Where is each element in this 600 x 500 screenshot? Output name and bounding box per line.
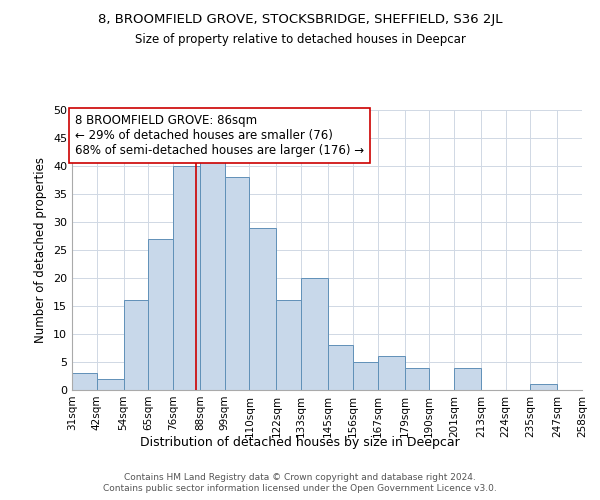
Bar bbox=[225, 177, 250, 390]
Bar bbox=[301, 278, 328, 390]
Bar bbox=[328, 345, 353, 390]
Text: Size of property relative to detached houses in Deepcar: Size of property relative to detached ho… bbox=[134, 32, 466, 46]
Bar bbox=[72, 373, 97, 390]
Bar bbox=[353, 362, 377, 390]
Bar bbox=[404, 368, 429, 390]
Text: Contains HM Land Registry data © Crown copyright and database right 2024.: Contains HM Land Registry data © Crown c… bbox=[124, 472, 476, 482]
Bar bbox=[173, 166, 200, 390]
Bar bbox=[148, 239, 173, 390]
Text: Distribution of detached houses by size in Deepcar: Distribution of detached houses by size … bbox=[140, 436, 460, 449]
Bar bbox=[97, 379, 124, 390]
Bar bbox=[530, 384, 557, 390]
Text: Contains public sector information licensed under the Open Government Licence v3: Contains public sector information licen… bbox=[103, 484, 497, 493]
Bar bbox=[124, 300, 148, 390]
Text: 8 BROOMFIELD GROVE: 86sqm
← 29% of detached houses are smaller (76)
68% of semi-: 8 BROOMFIELD GROVE: 86sqm ← 29% of detac… bbox=[74, 114, 364, 157]
Bar bbox=[377, 356, 404, 390]
Bar bbox=[250, 228, 277, 390]
Bar bbox=[200, 160, 225, 390]
Text: 8, BROOMFIELD GROVE, STOCKSBRIDGE, SHEFFIELD, S36 2JL: 8, BROOMFIELD GROVE, STOCKSBRIDGE, SHEFF… bbox=[98, 12, 502, 26]
Y-axis label: Number of detached properties: Number of detached properties bbox=[34, 157, 47, 343]
Bar bbox=[277, 300, 301, 390]
Bar bbox=[454, 368, 481, 390]
